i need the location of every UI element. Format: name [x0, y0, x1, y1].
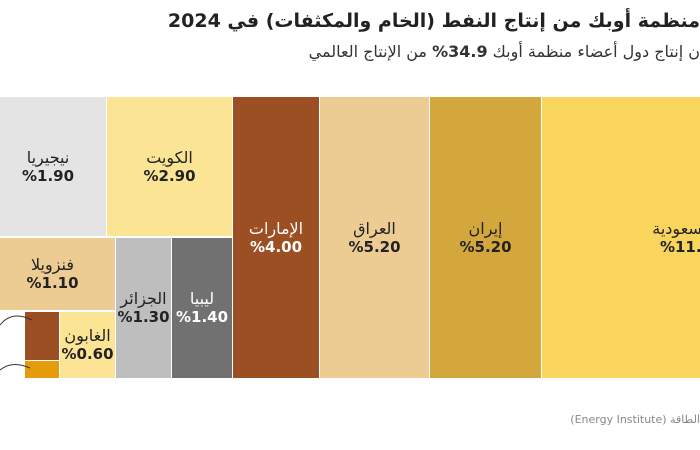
cell-value: %5.20	[459, 237, 512, 256]
cell-name: الغابون	[64, 326, 111, 345]
treemap-cell: الإمارات %4.00	[233, 97, 319, 378]
treemap-cell: ليبيا %1.40	[172, 238, 232, 378]
treemap-cell: فنزويلا %1.10	[0, 238, 115, 310]
cell-value: %4.00	[249, 237, 303, 256]
treemap-cell: الجزائر %1.30	[116, 238, 171, 378]
chart-title: منظمة أوبك من إنتاج النفط (الخام والمكثف…	[167, 10, 700, 32]
cell-value: %11.1	[659, 237, 700, 256]
cell-value: %1.10	[26, 274, 79, 292]
cell-name: السعودية	[652, 218, 700, 238]
cell-name: فنزويلا	[30, 255, 75, 274]
cell-value: %0.60	[61, 345, 114, 363]
cell-name: نيجيريا	[26, 147, 70, 167]
treemap-cell	[25, 312, 59, 360]
cell-value: %1.90	[21, 166, 75, 185]
treemap-cell	[25, 361, 59, 378]
cell-name: العراق	[353, 218, 396, 238]
treemap-cell: نيجيريا %1.90	[0, 97, 106, 236]
cell-name: الكويت	[146, 147, 193, 167]
treemap-cell: الكويت %2.90	[107, 97, 232, 236]
cell-name: الجزائر	[120, 289, 167, 308]
callout-lines	[0, 315, 33, 371]
cell-name: الإمارات	[248, 218, 304, 238]
treemap-cell: إيران %5.20	[430, 97, 541, 378]
treemap-cell: الغابون %0.60	[60, 312, 115, 378]
chart-subtitle: ن إنتاج دول أعضاء منظمة أوبك 34.9% من ال…	[309, 42, 700, 61]
subtitle-text-end: من الإنتاج العالمي	[308, 42, 433, 61]
subtitle-highlight: 34.9%	[432, 42, 488, 61]
cell-value: %1.40	[175, 308, 229, 326]
cell-value: %5.20	[348, 237, 401, 256]
subtitle-text: ن إنتاج دول أعضاء منظمة أوبك	[487, 42, 700, 61]
cell-name: ليبيا	[189, 289, 215, 308]
treemap-cell: السعودية%11.1	[542, 97, 700, 378]
cell-name: إيران	[468, 218, 503, 238]
treemap-cell: العراق %5.20	[320, 97, 429, 378]
cell-value: %1.30	[117, 308, 170, 326]
cell-value: %2.90	[143, 166, 196, 185]
source-note: الطاقة (Energy Institute)	[570, 413, 700, 426]
